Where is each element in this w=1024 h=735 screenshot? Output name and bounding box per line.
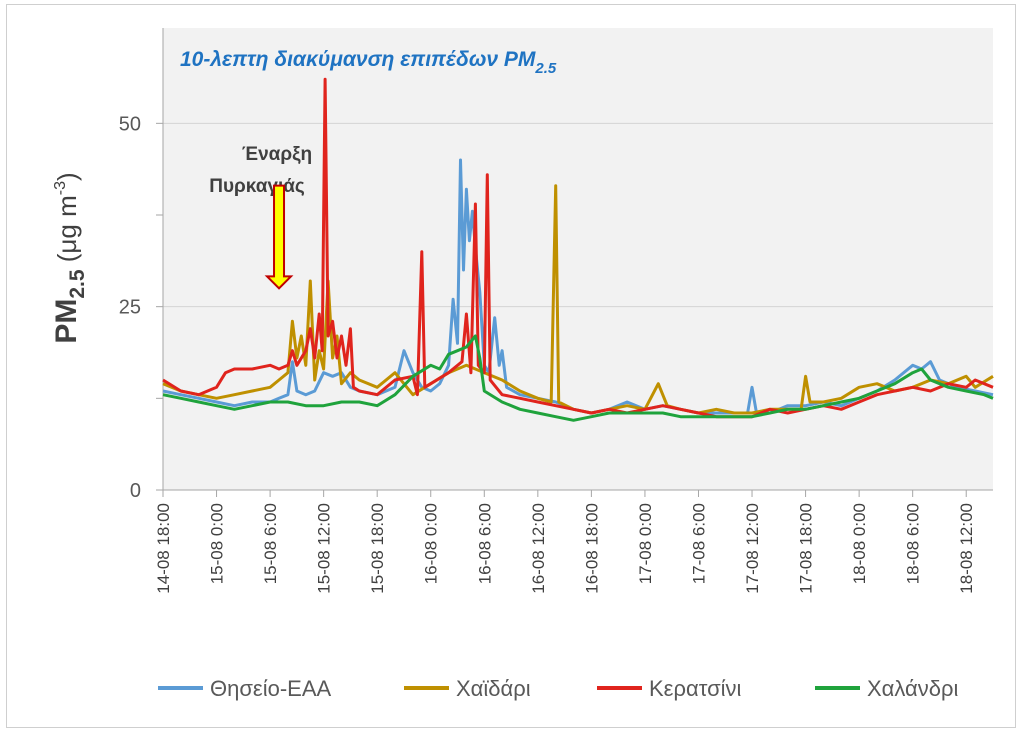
- x-tick-label: 18-08 0:00: [850, 503, 869, 584]
- x-tick-label: 15-08 12:00: [315, 503, 334, 594]
- x-tick-label: 18-08 12:00: [957, 503, 976, 594]
- y-tick-label: 25: [119, 297, 141, 319]
- series-line-4: [162, 334, 994, 422]
- x-tick-label: 15-08 18:00: [368, 503, 387, 594]
- x-tick-label: 15-08 6:00: [261, 503, 280, 584]
- annotation-text-line2: Πυρκαγιάς: [209, 176, 305, 197]
- y-tick-label: 50: [119, 113, 141, 135]
- x-tick-label: 18-08 6:00: [904, 503, 923, 584]
- y-axis-label: PM2.5 (μg m-3): [50, 172, 89, 343]
- chart-frame: [6, 4, 1016, 728]
- y-tick-label: 0: [130, 480, 141, 502]
- chart-title: 10-λεπτη διακύμανση επιπέδων PM2.5: [180, 48, 557, 77]
- fire-start-annotation: Έναρξη Πυρκαγιάς: [209, 144, 312, 290]
- series-line-1: [162, 158, 994, 415]
- x-tick-label: 17-08 18:00: [797, 503, 816, 594]
- x-tick-label: 16-08 12:00: [529, 503, 548, 594]
- annotation-text-line1: Έναρξη: [242, 144, 312, 165]
- x-tick-label: 16-08 0:00: [422, 503, 441, 584]
- x-tick-label: 17-08 6:00: [689, 503, 708, 584]
- legend: Θησείο-ΕΑΑ Χαϊδάρι Κερατσίνι Χαλάνδρι: [158, 676, 959, 701]
- x-tick-label: 16-08 18:00: [582, 503, 601, 594]
- x-tick-label: 14-08 18:00: [154, 503, 173, 594]
- series-lines: [162, 77, 994, 422]
- x-tick-label: 17-08 0:00: [636, 503, 655, 584]
- y-axis: 0 25 50: [119, 28, 164, 502]
- x-axis: 14-08 18:00 15-08 0:00 15-08 6:00 15-08 12:…: [154, 489, 993, 594]
- legend-label-1: Θησείο-ΕΑΑ: [210, 676, 332, 701]
- gridlines: [163, 122, 993, 308]
- plot-area: [163, 28, 993, 490]
- legend-label-3: Κερατσίνι: [649, 676, 742, 701]
- x-tick-label: 15-08 0:00: [208, 503, 227, 584]
- legend-label-4: Χαλάνδρι: [867, 676, 959, 701]
- down-arrow-icon: [264, 184, 294, 290]
- svg-text:PM2.5 (μg m-3): PM2.5 (μg m-3): [50, 172, 89, 343]
- x-tick-label: 17-08 12:00: [743, 503, 762, 594]
- legend-label-2: Χαϊδάρι: [456, 676, 531, 701]
- x-tick-label: 16-08 6:00: [475, 503, 494, 584]
- series-line-3: [162, 77, 994, 419]
- series-line-2: [162, 184, 994, 415]
